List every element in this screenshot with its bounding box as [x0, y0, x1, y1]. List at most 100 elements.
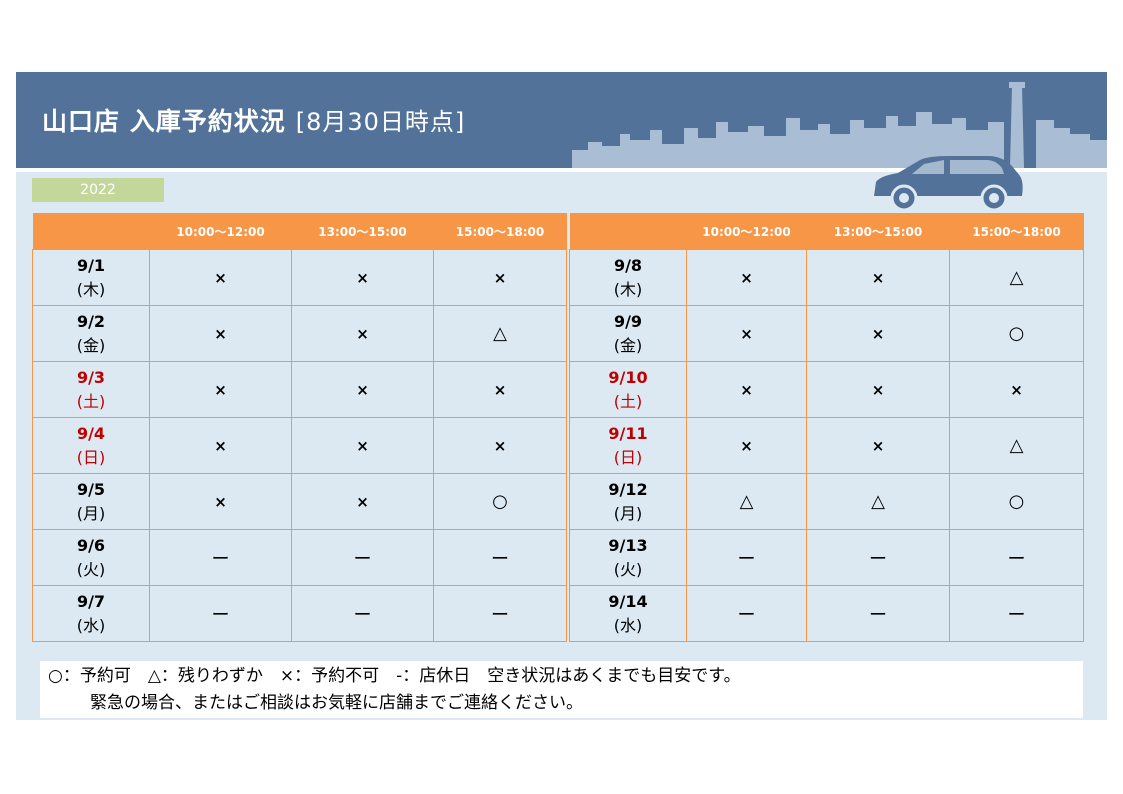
table-header-row: 10:00～12:00 13:00～15:00 15:00～18:00	[32, 213, 567, 250]
date-label: 9/3	[76, 367, 106, 387]
availability-cell: ー	[291, 529, 434, 586]
slot-header: 13:00～15:00	[806, 213, 950, 250]
availability-cell: ×	[149, 473, 292, 530]
table-header-row: 10:00～12:00 13:00～15:00 15:00～18:00	[569, 213, 1084, 250]
availability-mark: ー	[211, 604, 230, 626]
availability-mark: △	[871, 491, 885, 512]
availability-cell: ○	[949, 473, 1084, 530]
divider	[16, 168, 1107, 172]
availability-mark: ×	[1010, 381, 1023, 399]
availability-cell: ー	[686, 529, 807, 586]
availability-mark: ×	[740, 381, 753, 399]
date-label: 9/8	[613, 255, 643, 275]
legend-note: ○：予約可 △：残りわずか ×：予約不可 -：店休日 空き状況はあくまでも目安で…	[40, 661, 1083, 718]
availability-mark: ×	[214, 437, 227, 455]
availability-mark: ×	[356, 325, 369, 343]
availability-mark: ー	[353, 604, 372, 626]
date-label: 9/13	[608, 535, 648, 555]
availability-mark: ー	[1007, 604, 1026, 626]
availability-mark: ー	[737, 548, 756, 570]
date-label: 9/5	[76, 479, 106, 499]
availability-mark: ー	[1007, 548, 1026, 570]
availability-mark: ー	[869, 548, 887, 570]
availability-cell: △	[806, 473, 950, 530]
date-column-header	[32, 213, 150, 250]
availability-cell: ×	[291, 305, 434, 362]
date-cell: 9/4 (日)	[32, 417, 150, 474]
schedule-table-left: 10:00～12:00 13:00～15:00 15:00～18:00 9/1 (…	[32, 213, 567, 642]
availability-mark: △	[1009, 435, 1024, 456]
availability-cell: ー	[949, 585, 1084, 642]
availability-cell: ー	[291, 585, 434, 642]
availability-mark: ー	[869, 604, 887, 626]
page-title: 山口店 入庫予約状況 [8月30日時点]	[42, 102, 465, 138]
availability-cell: ー	[149, 529, 292, 586]
weekday-label: (水)	[613, 615, 643, 635]
table-row: 9/3 (土) × × ×	[32, 361, 567, 418]
availability-cell: ×	[686, 361, 807, 418]
weekday-label: (火)	[76, 559, 106, 579]
availability-cell: ー	[806, 529, 950, 586]
weekday-label: (金)	[613, 335, 643, 355]
availability-cell: ×	[149, 305, 292, 362]
availability-cell: ×	[291, 417, 434, 474]
availability-cell: ○	[949, 305, 1084, 362]
weekday-label: (月)	[76, 503, 106, 523]
table-row: 9/10 (土) × × ×	[569, 361, 1084, 418]
date-cell: 9/12 (月)	[569, 473, 687, 530]
availability-cell: ×	[433, 361, 567, 418]
date-cell: 9/1 (木)	[32, 249, 150, 306]
table-row: 9/5 (月) × × ○	[32, 473, 567, 530]
availability-mark: ×	[356, 269, 369, 287]
availability-cell: ×	[686, 249, 807, 306]
table-row: 9/14 (水) ー ー ー	[569, 585, 1084, 642]
date-label: 9/14	[608, 591, 648, 611]
table-row: 9/12 (月) △ △ ○	[569, 473, 1084, 530]
as-of-date: [8月30日時点]	[295, 108, 466, 136]
date-label: 9/1	[76, 255, 106, 275]
availability-cell: ×	[806, 417, 950, 474]
schedule-table-right: 10:00～12:00 13:00～15:00 15:00～18:00 9/8 (…	[569, 213, 1084, 642]
availability-mark: ×	[214, 325, 227, 343]
availability-mark: △	[1009, 267, 1024, 288]
schedule-sheet: 山口店 入庫予約状況 [8月30日時点] 2022 10:00～12:00 13:…	[16, 72, 1107, 720]
availability-mark: ○	[1008, 323, 1025, 344]
availability-cell: △	[686, 473, 807, 530]
availability-mark: ×	[871, 437, 885, 455]
availability-mark: ×	[493, 437, 507, 455]
availability-cell: ×	[806, 305, 950, 362]
weekday-label: (木)	[613, 279, 643, 299]
availability-cell: ー	[686, 585, 807, 642]
availability-mark: ×	[493, 381, 507, 399]
slot-header: 15:00～18:00	[949, 213, 1084, 250]
availability-cell: △	[949, 249, 1084, 306]
availability-mark: ×	[740, 325, 753, 343]
date-cell: 9/9 (金)	[569, 305, 687, 362]
date-label: 9/10	[608, 367, 648, 387]
table-row: 9/6 (火) ー ー ー	[32, 529, 567, 586]
availability-cell: ー	[149, 585, 292, 642]
weekday-label: (日)	[76, 447, 106, 467]
weekday-label: (土)	[76, 391, 106, 411]
date-column-header	[569, 213, 687, 250]
date-label: 9/11	[608, 423, 648, 443]
availability-mark: ー	[737, 604, 756, 626]
table-row: 9/9 (金) × × ○	[569, 305, 1084, 362]
availability-cell: ー	[806, 585, 950, 642]
date-label: 9/4	[76, 423, 106, 443]
availability-cell: ー	[433, 529, 567, 586]
legend-line-1: ○：予約可 △：残りわずか ×：予約不可 -：店休日 空き状況はあくまでも目安で…	[48, 666, 741, 686]
date-cell: 9/5 (月)	[32, 473, 150, 530]
year-badge: 2022	[32, 178, 164, 202]
weekday-label: (金)	[76, 335, 106, 355]
table-row: 9/11 (日) × × △	[569, 417, 1084, 474]
availability-mark: ×	[214, 493, 227, 511]
availability-mark: ○	[492, 491, 508, 512]
table-row: 9/2 (金) × × △	[32, 305, 567, 362]
date-label: 9/9	[613, 311, 643, 331]
date-cell: 9/13 (火)	[569, 529, 687, 586]
slot-header: 10:00～12:00	[686, 213, 807, 250]
date-cell: 9/3 (土)	[32, 361, 150, 418]
availability-mark: ー	[491, 604, 509, 626]
table-row: 9/4 (日) × × ×	[32, 417, 567, 474]
